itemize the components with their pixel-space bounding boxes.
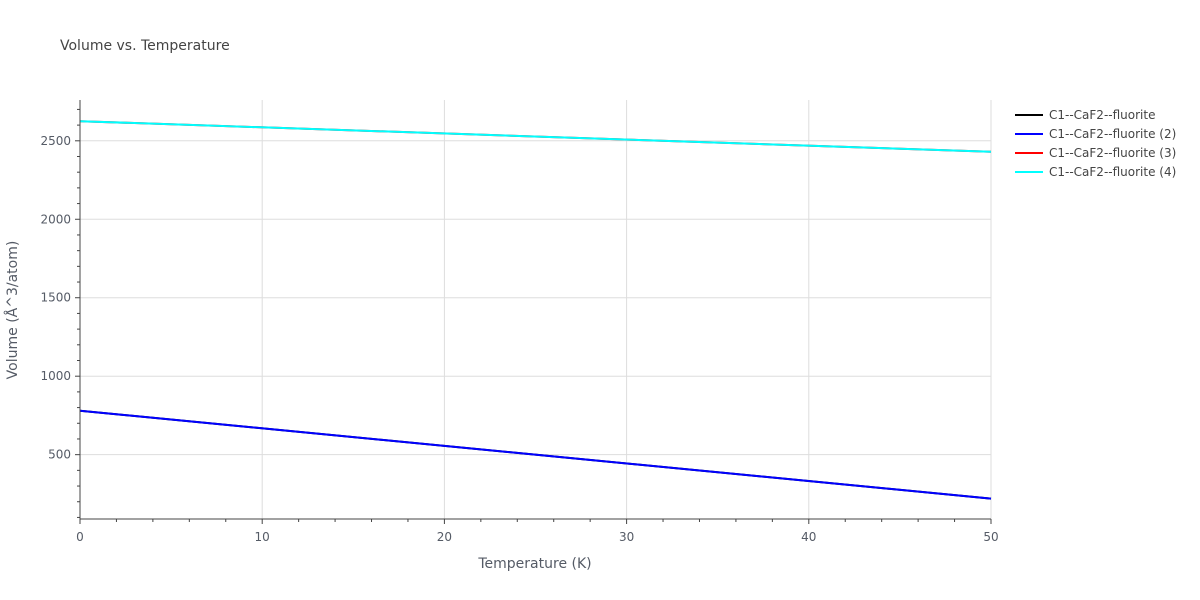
series-line-2 [79,409,992,500]
legend-label-3: C1--CaF2--fluorite (3) [1049,146,1176,160]
grid [80,100,992,519]
y-tick-label: 500 [48,448,71,462]
legend-label-4: C1--CaF2--fluorite (4) [1049,165,1176,179]
y-tick-label: 1000 [40,369,71,383]
legend: C1--CaF2--fluorite C1--CaF2--fluorite (2)… [1015,108,1176,179]
x-tick-label: 20 [437,530,452,544]
chart-title: Volume vs. Temperature [60,38,230,54]
x-tick-label: 40 [801,530,816,544]
x-tick-label: 0 [76,530,84,544]
x-tick-label: 30 [619,530,634,544]
tick-labels: 0 10 20 30 40 50 500 1000 1500 2000 2500 [40,134,998,544]
y-tick-label: 2000 [40,212,71,226]
x-tick-label: 50 [983,530,998,544]
axes [75,100,992,524]
series-line-4 [79,120,992,153]
y-tick-label: 2500 [40,134,71,148]
y-axis-title: Volume (Å^3/atom) [4,241,21,380]
legend-label-2: C1--CaF2--fluorite (2) [1049,127,1176,141]
series-lines [79,120,992,500]
y-tick-label: 1500 [40,291,71,305]
x-tick-label: 10 [255,530,270,544]
legend-label-1: C1--CaF2--fluorite [1049,108,1155,122]
x-axis-title: Temperature (K) [477,556,591,572]
